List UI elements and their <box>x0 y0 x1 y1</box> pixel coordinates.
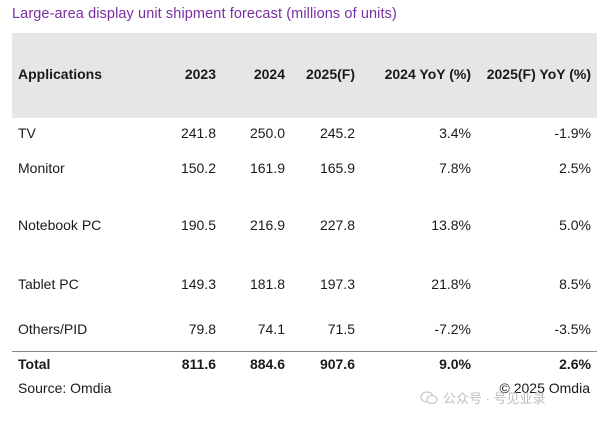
cell-total-2024-yoy: 9.0% <box>439 356 471 372</box>
watermark-text: 公众号 · 号见业录 <box>443 391 546 406</box>
header-applications: Applications <box>18 66 103 82</box>
cell-2025f: 227.8 <box>319 217 355 233</box>
cell-2024: 74.1 <box>257 321 285 337</box>
cell-application: Notebook PC <box>18 217 102 233</box>
cell-2023: 150.2 <box>180 160 216 176</box>
cell-2024-yoy: -7.2% <box>434 321 471 337</box>
cell-2024: 216.9 <box>249 217 285 233</box>
cell-application: TV <box>18 125 36 141</box>
cell-application: Tablet PC <box>18 276 79 292</box>
cell-2023: 79.8 <box>188 321 216 337</box>
cell-total-2025f-yoy: 2.6% <box>559 356 591 372</box>
shipment-table: Applications 2023 2024 2025(F) 2024 YoY … <box>12 33 597 372</box>
cell-2025f: 245.2 <box>319 125 355 141</box>
wechat-icon <box>420 390 438 404</box>
header-2024-yoy: 2024 YoY (%) <box>384 66 471 82</box>
cell-2025f-yoy: 5.0% <box>559 217 591 233</box>
table-header: Applications 2023 2024 2025(F) 2024 YoY … <box>12 33 597 118</box>
source-note: Source: Omdia <box>18 380 112 396</box>
cell-total-2025f: 907.6 <box>319 356 355 372</box>
cell-2024: 181.8 <box>249 276 285 292</box>
cell-application: Others/PID <box>18 321 88 337</box>
cell-2024-yoy: 13.8% <box>431 217 471 233</box>
table-title: Large-area display unit shipment forecas… <box>12 6 397 22</box>
cell-total-2023: 811.6 <box>181 356 216 372</box>
copyright-note: © 2025 Omdia <box>499 380 590 396</box>
cell-2024-yoy: 7.8% <box>439 160 471 176</box>
cell-2024-yoy: 3.4% <box>439 125 471 141</box>
cell-2025f: 197.3 <box>319 276 355 292</box>
cell-2023: 149.3 <box>180 276 216 292</box>
total-divider <box>12 351 597 352</box>
cell-total-label: Total <box>18 356 51 372</box>
header-2024: 2024 <box>253 66 285 82</box>
cell-2025f-yoy: -1.9% <box>554 125 591 141</box>
cell-2025f-yoy: 8.5% <box>559 276 591 292</box>
cell-2025f: 71.5 <box>327 321 355 337</box>
cell-2024: 161.9 <box>249 160 285 176</box>
cell-2025f: 165.9 <box>319 160 355 176</box>
cell-2025f-yoy: -3.5% <box>554 321 591 337</box>
header-2023: 2023 <box>184 66 216 82</box>
cell-2023: 190.5 <box>180 217 216 233</box>
cell-2024: 250.0 <box>249 125 285 141</box>
header-2025f-yoy: 2025(F) YoY (%) <box>486 66 591 82</box>
cell-2025f-yoy: 2.5% <box>559 160 591 176</box>
header-2025f: 2025(F) <box>305 66 355 82</box>
cell-total-2024: 884.6 <box>249 356 285 372</box>
cell-2023: 241.8 <box>180 125 216 141</box>
watermark: 公众号 · 号见业录 <box>420 388 546 407</box>
cell-2024-yoy: 21.8% <box>431 276 471 292</box>
cell-application: Monitor <box>18 160 65 176</box>
